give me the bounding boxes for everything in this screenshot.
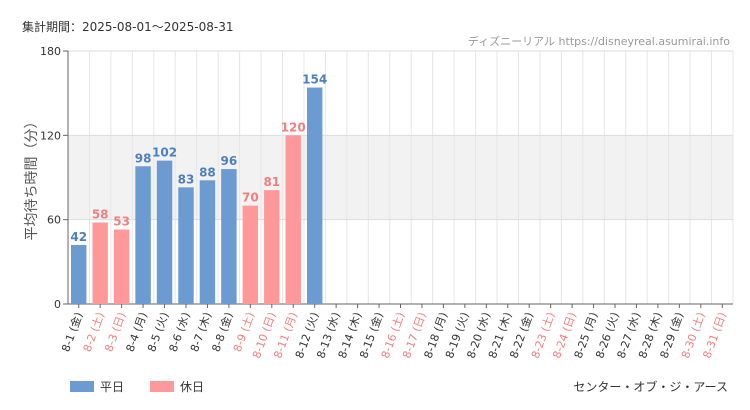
- bar-value-label: 154: [302, 73, 327, 87]
- bar: [306, 87, 323, 305]
- bar: [221, 169, 237, 304]
- bar: [156, 160, 173, 304]
- bar: [135, 166, 151, 304]
- bar-value-label: 88: [199, 165, 216, 179]
- legend-weekday-swatch: [70, 381, 94, 392]
- bar-value-label: 42: [70, 230, 87, 244]
- bar-value-label: 53: [113, 215, 130, 229]
- bar-value-label: 81: [263, 175, 280, 189]
- bar: [264, 190, 280, 304]
- bar-value-label: 98: [135, 151, 152, 165]
- bar-value-label: 102: [152, 146, 177, 160]
- bar: [92, 222, 108, 304]
- bar: [285, 135, 301, 304]
- legend: 平日 休日: [70, 378, 204, 395]
- attraction-name: センター・オブ・ジ・アース: [573, 380, 728, 394]
- legend-weekday-label: 平日: [100, 380, 125, 394]
- legend-holiday-swatch: [150, 381, 175, 392]
- bar-value-label: 120: [281, 120, 306, 134]
- legend-holiday-label: 休日: [180, 380, 205, 394]
- period-label: 集計期間：2025-08-01～2025-08-31: [22, 20, 234, 34]
- bar: [113, 229, 130, 304]
- bar-value-label: 58: [92, 207, 109, 221]
- bar-value-label: 83: [178, 172, 195, 186]
- y-tick-label: 180: [40, 45, 61, 58]
- y-tick-label: 60: [47, 214, 61, 227]
- y-tick-label: 120: [40, 129, 61, 142]
- bar: [178, 187, 194, 304]
- y-tick-label: 0: [54, 298, 61, 311]
- bar-value-label: 70: [242, 191, 259, 205]
- bar-value-label: 96: [221, 154, 238, 168]
- y-axis-label: 平均待ち時間（分）: [24, 115, 40, 241]
- bar: [199, 180, 216, 304]
- bar: [242, 205, 259, 304]
- site-credit: ディズニーリアル https://disneyreal.asumirai.inf…: [467, 35, 730, 48]
- bar: [71, 244, 87, 304]
